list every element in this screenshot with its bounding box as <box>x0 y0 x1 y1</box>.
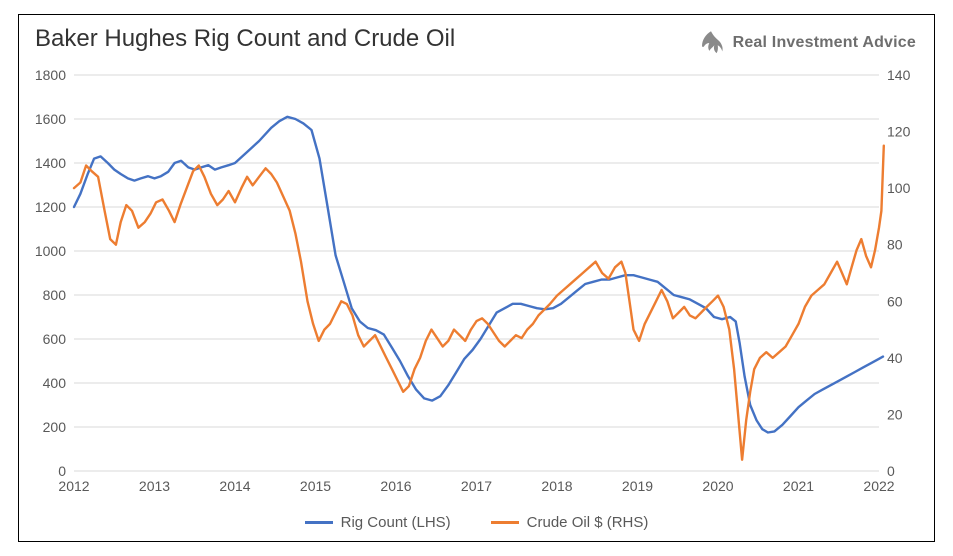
svg-text:140: 140 <box>887 67 911 83</box>
y-axis-right: 0 20 40 60 80 100 120 140 <box>887 67 911 479</box>
svg-text:1600: 1600 <box>35 111 66 127</box>
svg-text:600: 600 <box>43 331 67 347</box>
brand-text: Real Investment Advice <box>733 34 916 52</box>
series-line-0 <box>74 117 883 433</box>
chart-svg: 0200400600800100012001400160018000204060… <box>74 75 879 471</box>
svg-text:2012: 2012 <box>58 478 89 494</box>
eagle-icon <box>697 29 725 57</box>
svg-text:80: 80 <box>887 237 903 253</box>
svg-text:2015: 2015 <box>300 478 331 494</box>
gridlines <box>74 75 879 471</box>
svg-text:2014: 2014 <box>219 478 250 494</box>
svg-text:0: 0 <box>58 463 66 479</box>
svg-text:120: 120 <box>887 124 911 140</box>
svg-text:2019: 2019 <box>622 478 653 494</box>
chart-container: Baker Hughes Rig Count and Crude Oil Rea… <box>18 14 935 542</box>
svg-text:800: 800 <box>43 287 67 303</box>
svg-text:0: 0 <box>887 463 895 479</box>
brand-logo: Real Investment Advice <box>697 29 916 57</box>
plot-area: 0200400600800100012001400160018000204060… <box>74 75 879 471</box>
svg-text:60: 60 <box>887 293 903 309</box>
series-line-1 <box>74 146 884 460</box>
svg-text:1800: 1800 <box>35 67 66 83</box>
svg-text:2022: 2022 <box>863 478 894 494</box>
svg-text:100: 100 <box>887 180 911 196</box>
legend-item: Crude Oil $ (RHS) <box>491 514 649 531</box>
svg-text:200: 200 <box>43 419 67 435</box>
svg-text:2018: 2018 <box>541 478 572 494</box>
svg-text:2016: 2016 <box>380 478 411 494</box>
svg-text:2020: 2020 <box>702 478 733 494</box>
legend-swatch <box>491 521 519 524</box>
chart-legend: Rig Count (LHS) Crude Oil $ (RHS) <box>19 514 934 531</box>
x-axis: 2012 2013 2014 2015 2016 2017 2018 2019 2020 2021… <box>58 478 894 494</box>
chart-title: Baker Hughes Rig Count and Crude Oil <box>35 25 455 53</box>
chart-frame: Baker Hughes Rig Count and Crude Oil Rea… <box>0 0 953 556</box>
svg-text:1400: 1400 <box>35 155 66 171</box>
legend-label: Crude Oil $ (RHS) <box>527 514 649 531</box>
legend-item: Rig Count (LHS) <box>305 514 451 531</box>
svg-text:2021: 2021 <box>783 478 814 494</box>
svg-text:2017: 2017 <box>461 478 492 494</box>
svg-text:1200: 1200 <box>35 199 66 215</box>
svg-text:2013: 2013 <box>139 478 170 494</box>
svg-text:1000: 1000 <box>35 243 66 259</box>
legend-label: Rig Count (LHS) <box>341 514 451 531</box>
y-axis-left: 0 200 400 600 800 1000 1200 1400 1600 1800 <box>35 67 66 479</box>
svg-text:400: 400 <box>43 375 67 391</box>
svg-text:40: 40 <box>887 350 903 366</box>
svg-text:20: 20 <box>887 406 903 422</box>
legend-swatch <box>305 521 333 524</box>
